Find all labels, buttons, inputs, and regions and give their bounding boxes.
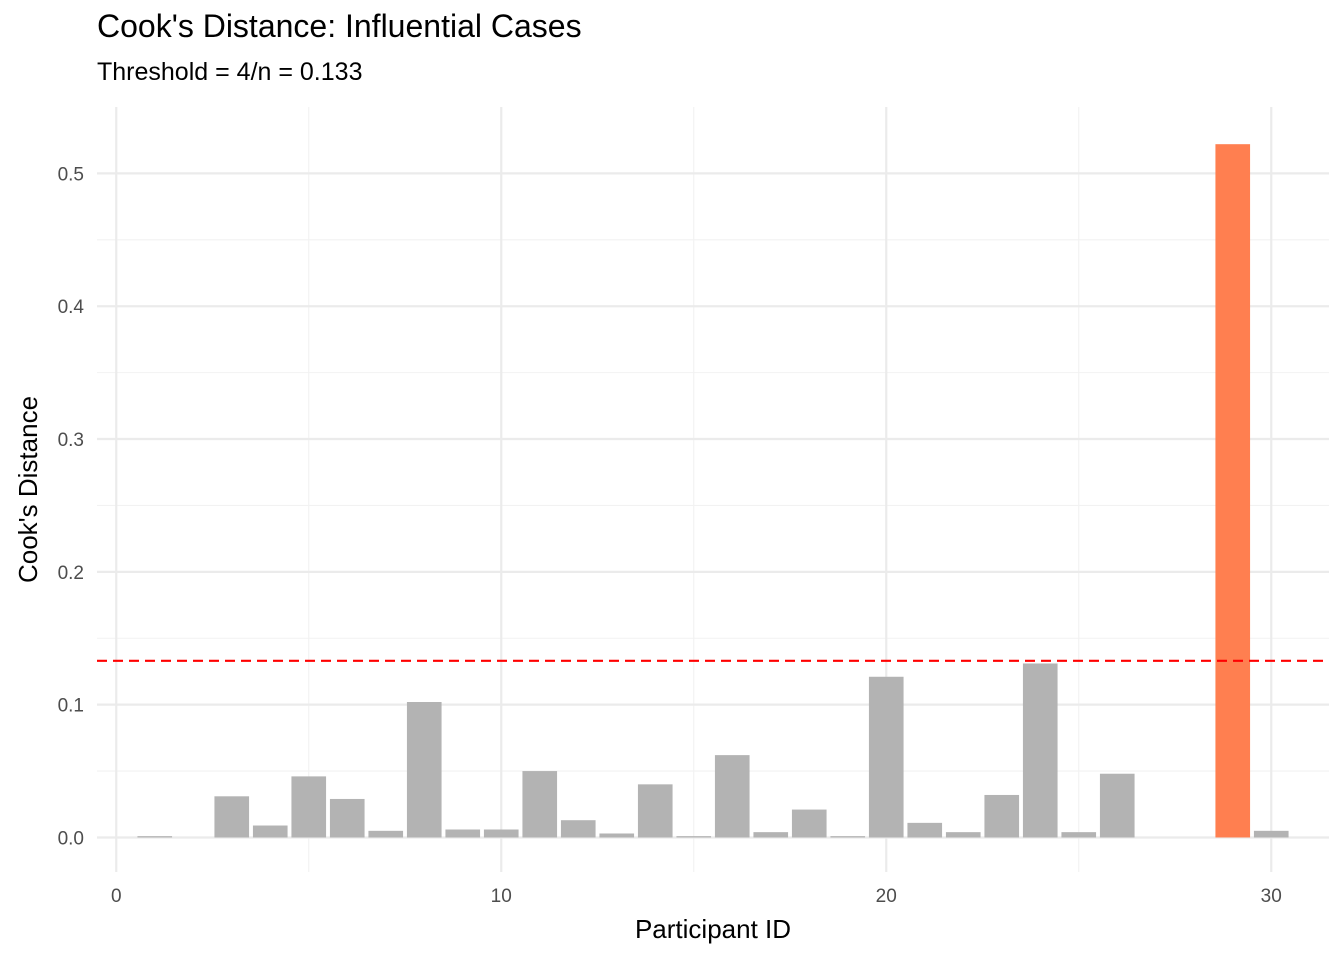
y-tick-label: 0.1 bbox=[58, 696, 84, 717]
x-tick-label: 30 bbox=[1261, 886, 1282, 907]
bar-participant-24 bbox=[1022, 663, 1058, 838]
minor-grid bbox=[97, 107, 1329, 872]
x-tick-label: 10 bbox=[491, 886, 512, 907]
major-grid bbox=[97, 107, 1329, 872]
bar-participant-25 bbox=[1061, 832, 1097, 838]
chart-subtitle: Threshold = 4/n = 0.133 bbox=[97, 58, 363, 86]
y-tick-label: 0.0 bbox=[58, 828, 84, 849]
bar-participant-14 bbox=[637, 784, 673, 838]
bar-participant-22 bbox=[945, 832, 981, 838]
x-tick-label: 0 bbox=[111, 886, 122, 907]
bar-participant-21 bbox=[907, 822, 943, 838]
x-axis-tick-labels: 0 10 20 30 bbox=[111, 886, 1282, 907]
bar-participant-8 bbox=[406, 702, 442, 838]
bar-participant-7 bbox=[368, 830, 404, 838]
bars bbox=[137, 144, 1289, 838]
bar-participant-4 bbox=[252, 825, 288, 838]
bar-participant-1 bbox=[137, 836, 173, 838]
y-axis-title: Cook's Distance bbox=[13, 396, 43, 583]
y-tick-label: 0.2 bbox=[58, 563, 84, 584]
bar-participant-16 bbox=[714, 755, 750, 838]
bar-participant-5 bbox=[291, 776, 327, 838]
chart-title: Cook's Distance: Influential Cases bbox=[97, 8, 582, 44]
bar-participant-26 bbox=[1099, 773, 1135, 838]
bar-participant-6 bbox=[329, 798, 365, 838]
bar-participant-19 bbox=[830, 836, 866, 838]
y-tick-label: 0.5 bbox=[58, 164, 84, 185]
y-tick-label: 0.3 bbox=[58, 430, 84, 451]
y-axis-tick-labels: 0.0 0.1 0.2 0.3 0.4 0.5 bbox=[58, 164, 85, 849]
bar-participant-18 bbox=[791, 809, 827, 838]
bar-participant-29 bbox=[1215, 144, 1251, 838]
x-axis-title: Participant ID bbox=[635, 914, 791, 944]
x-tick-label: 20 bbox=[876, 886, 897, 907]
bar-participant-23 bbox=[984, 794, 1020, 838]
bar-participant-10 bbox=[483, 829, 519, 838]
bar-participant-12 bbox=[560, 820, 596, 838]
bar-participant-20 bbox=[868, 676, 904, 838]
bar-participant-3 bbox=[214, 796, 250, 838]
bar-participant-30 bbox=[1253, 830, 1289, 838]
bar-participant-15 bbox=[676, 836, 712, 838]
bar-participant-9 bbox=[445, 829, 481, 838]
bar-participant-11 bbox=[522, 771, 558, 838]
bar-participant-13 bbox=[599, 833, 635, 838]
y-tick-label: 0.4 bbox=[58, 297, 85, 318]
bar-participant-17 bbox=[753, 832, 789, 838]
